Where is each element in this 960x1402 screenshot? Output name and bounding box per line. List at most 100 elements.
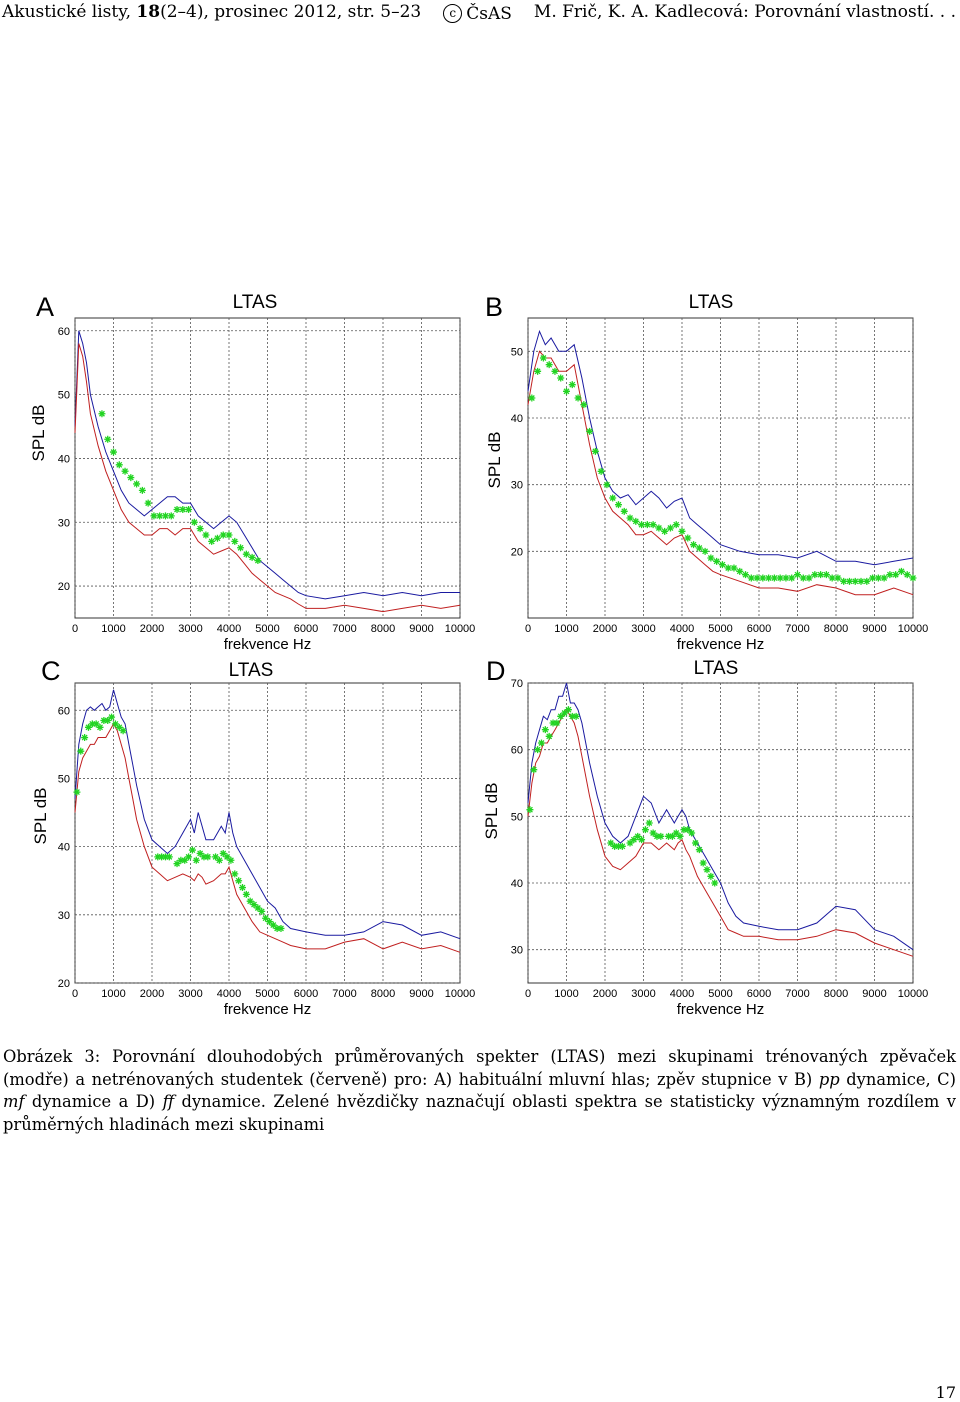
journal-prefix: Akustické listy, [2,2,137,22]
significance-marker [104,435,112,443]
significance-marker [695,846,703,854]
x-tick-label: 10000 [445,623,476,635]
significance-marker [701,547,709,555]
significance-marker [238,884,246,892]
x-tick-label: 0 [72,988,78,1000]
caption-dynamic-ff: ff [162,1092,175,1111]
significance-marker [840,577,848,585]
y-tick-label: 30 [58,517,70,529]
significance-marker [799,574,807,582]
y-tick-label: 50 [58,390,70,402]
x-tick-label: 10000 [445,988,476,1000]
chart-title: LTAS [694,658,739,679]
y-tick-label: 20 [58,581,70,593]
significance-marker [150,512,158,520]
significance-marker [765,574,773,582]
significance-marker [892,571,900,579]
significance-marker [173,505,181,513]
significance-marker [845,577,853,585]
y-tick-label: 60 [58,705,70,717]
trained-series-line [74,330,460,600]
x-tick-label: 1000 [554,988,578,1000]
x-tick-label: 9000 [409,623,433,635]
significance-marker [665,832,673,840]
y-tick-label: 40 [511,878,523,890]
panel-label: C [41,656,61,686]
significance-marker [204,853,212,861]
significance-marker [73,788,81,796]
x-tick-label: 6000 [747,623,771,635]
x-tick-label: 5000 [255,623,279,635]
significance-marker [691,839,699,847]
significance-marker [273,924,281,932]
significance-marker [202,531,210,539]
significance-marker [265,918,273,926]
y-axis-label: SPL dB [29,404,48,461]
significance-marker [248,553,256,561]
x-tick-label: 8000 [371,623,395,635]
significance-marker [219,849,227,857]
significance-marker [684,826,692,834]
x-tick-label: 2000 [593,623,617,635]
x-tick-label: 0 [525,623,531,635]
significance-marker [713,557,721,565]
x-tick-label: 6000 [747,988,771,1000]
significance-marker [108,713,116,721]
significance-marker [676,832,684,840]
significance-marker [192,856,200,864]
x-tick-label: 7000 [332,988,356,1000]
significance-marker [603,481,611,489]
significance-marker [586,427,594,435]
significance-marker [634,832,642,840]
x-tick-label: 2000 [140,623,164,635]
x-tick-label: 5000 [708,623,732,635]
y-tick-label: 30 [511,945,523,957]
significance-marker [788,574,796,582]
significance-marker [177,856,185,864]
significance-marker [526,806,534,814]
x-tick-label: 5000 [708,988,732,1000]
significance-marker [645,819,653,827]
significance-marker [828,574,836,582]
significance-marker [657,832,665,840]
significance-marker [133,480,141,488]
y-axis-label: SPL dB [482,782,501,839]
significance-marker [614,842,622,850]
significance-marker [703,866,711,874]
significance-marker [707,872,715,880]
caption-dynamic-mf: mf [3,1092,25,1111]
caption-text-4: dynamice. Zelené hvězdičky naznačují obl… [3,1092,956,1134]
significance-marker [630,836,638,844]
caption-text-2: dynamice, C) [839,1069,956,1089]
significance-marker [530,766,538,774]
significance-marker [156,512,164,520]
significance-marker [668,832,676,840]
significance-marker [110,448,117,456]
significance-marker [736,567,744,575]
significance-marker [649,829,657,837]
significance-marker [666,524,674,532]
y-tick-label: 20 [511,546,523,558]
y-tick-label: 60 [58,326,70,338]
significance-marker [188,846,196,854]
significance-marker [138,486,146,494]
x-axis-label: frekvence Hz [224,1001,312,1018]
x-tick-label: 2000 [593,988,617,1000]
significance-marker [121,467,129,475]
chart-title: LTAS [689,292,734,313]
significance-marker [165,853,173,861]
chart-title: LTAS [229,660,274,681]
significance-marker [213,534,221,542]
significance-marker [699,859,707,867]
significance-marker [223,853,231,861]
significance-marker [262,914,270,922]
significance-marker [231,537,239,545]
significance-marker [903,571,911,579]
x-tick-label: 0 [72,623,78,635]
significance-marker [770,574,778,582]
significance-marker [909,574,917,582]
x-axis-label: frekvence Hz [677,636,765,653]
x-axis-label: frekvence Hz [677,1001,765,1018]
significance-marker [254,904,262,912]
x-tick-label: 6000 [294,988,318,1000]
